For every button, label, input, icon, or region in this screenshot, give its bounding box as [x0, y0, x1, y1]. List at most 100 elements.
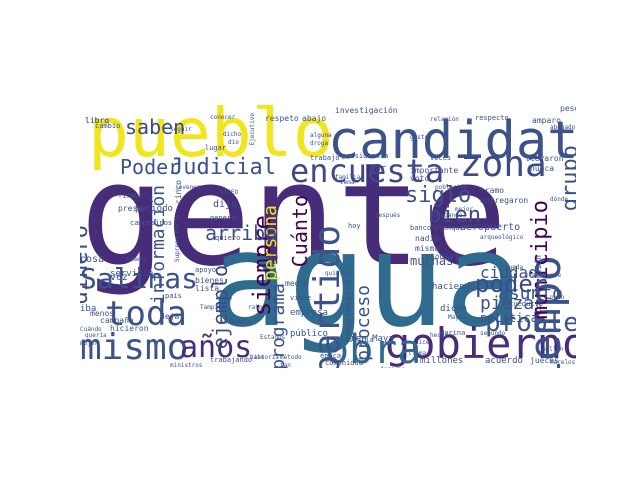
cloud-word-114: alguna [310, 132, 332, 139]
cloud-word-57: deja [160, 312, 180, 321]
cloud-word-137: país [165, 292, 182, 300]
cloud-word-141: llama [408, 350, 427, 357]
cloud-word-70: respecto [475, 114, 509, 122]
cloud-word-140: tan [280, 362, 291, 369]
cloud-word-111: Tampico [200, 304, 226, 311]
cloud-word-115: droga [310, 140, 329, 147]
cloud-word-87: periodo [135, 204, 173, 214]
cloud-word-81: llevaron [525, 154, 564, 163]
cloud-word-82: nunca [530, 164, 555, 173]
cloud-word-2: pueblo [88, 105, 334, 173]
cloud-word-62: ministros [170, 362, 203, 369]
cloud-word-79: importante [410, 166, 459, 175]
cloud-word-14: problema [485, 308, 576, 338]
cloud-word-1: agua [210, 204, 524, 356]
cloud-word-34: ciudad [480, 263, 538, 282]
cloud-word-29: proceso [353, 285, 374, 361]
cloud-word-91: VIDEO [220, 189, 239, 196]
cloud-word-99: arqueológico [480, 234, 524, 241]
cloud-word-36: aeropuerto [460, 222, 521, 233]
cloud-word-7: toda [105, 294, 187, 334]
cloud-word-89: presa [118, 204, 143, 213]
cloud-word-98: Palenque [430, 224, 464, 232]
cloud-word-138: cabo [250, 354, 265, 361]
cloud-word-132: dicho [223, 131, 242, 138]
cloud-word-55: menos [90, 309, 115, 318]
cloud-word-120: buena [260, 254, 279, 261]
cloud-word-49: jueces [530, 356, 559, 365]
cloud-word-38: dijo [213, 199, 238, 210]
cloud-word-112: Unidos [230, 319, 252, 326]
cloud-word-142: dice [415, 339, 430, 346]
cloud-word-97: banco [410, 224, 432, 232]
cloud-word-85: entregaron [480, 196, 529, 205]
cloud-word-33: pieza [480, 293, 535, 314]
cloud-word-116: familia [335, 174, 361, 181]
cloud-word-128: tema [340, 179, 355, 186]
cloud-word-109: viene [290, 294, 312, 302]
cloud-word-19: Judicial [170, 155, 276, 180]
cloud-word-56: campaña [100, 316, 134, 325]
cloud-word-73: peso [560, 105, 576, 113]
cloud-word-110: quieren [325, 270, 351, 277]
cloud-word-58: público [290, 329, 328, 339]
cloud-word-69: presidencia [342, 152, 389, 160]
cloud-word-44: empresa [290, 308, 328, 318]
cloud-word-131: seguir [170, 126, 192, 133]
cloud-word-105: hecho [430, 332, 449, 339]
cloud-word-78: voto [410, 174, 430, 183]
cloud-word-45: empresario [344, 280, 354, 335]
cloud-word-123: Morelos [550, 359, 576, 366]
cloud-word-135: quería [85, 332, 107, 339]
cloud-word-23: siglo [405, 183, 472, 208]
cloud-word-104: Marina [440, 329, 466, 337]
cloud-word-52: misma [415, 244, 440, 253]
cloud-word-145: Suprema Corte [174, 215, 181, 262]
cloud-word-143: Ejecutivo [249, 113, 256, 146]
cloud-word-40: dicen [440, 304, 468, 314]
cloud-word-101: acueducto [505, 300, 543, 308]
cloud-word-10: años [180, 330, 253, 365]
cloud-word-51: nadie [415, 234, 440, 243]
cloud-word-125: millón [542, 346, 564, 353]
cloud-word-63: trabajando [210, 356, 253, 364]
cloud-word-147: libro [85, 116, 110, 125]
cloud-word-48: acuerdo [485, 356, 523, 366]
cloud-word-20: Poder [120, 155, 181, 179]
cloud-word-83: población [435, 184, 468, 191]
cloud-word-122: derecho [380, 367, 405, 369]
cloud-word-130: rato [248, 304, 263, 311]
cloud-word-72: amparo [532, 116, 561, 125]
cloud-word-127: avanzando [430, 212, 463, 219]
cloud-word-117: jóvenes [175, 184, 201, 191]
cloud-word-30: saben [125, 115, 186, 139]
cloud-word-65: investigación [335, 106, 398, 115]
cloud-word-50: dar [370, 164, 387, 174]
cloud-word-47: millones [420, 356, 464, 366]
cloud-word-80: veces [430, 154, 452, 162]
cloud-word-41: vez [110, 272, 129, 283]
cloud-word-95: número [125, 256, 147, 263]
cloud-word-60: lista [195, 284, 220, 293]
cloud-word-126: abogado [550, 124, 576, 131]
cloud-word-84: tramo [480, 186, 505, 195]
cloud-word-37: muchas [410, 254, 454, 268]
cloud-word-102: presidente [525, 272, 562, 279]
cloud-word-5: obra [325, 327, 422, 368]
cloud-word-113: manera [220, 319, 242, 326]
cloud-word-53: todavía [430, 252, 464, 261]
cloud-word-129: hoy [348, 222, 361, 230]
cloud-word-76: lugar [205, 144, 227, 152]
cloud-word-12: partido [307, 225, 348, 368]
cloud-word-108: justicia [340, 336, 374, 344]
cloud-word-88: campesinos [130, 219, 173, 227]
cloud-word-148: pudo [550, 294, 565, 301]
cloud-word-35: política [480, 311, 538, 325]
cloud-word-43: servicio [110, 269, 154, 279]
cloud-word-46: Tren Maya [345, 334, 394, 344]
cloud-word-22: bien [428, 203, 481, 228]
cloud-word-31: arriba [205, 221, 278, 245]
cloud-word-144: historia [250, 354, 279, 361]
cloud-word-4: gobierno [385, 319, 576, 368]
